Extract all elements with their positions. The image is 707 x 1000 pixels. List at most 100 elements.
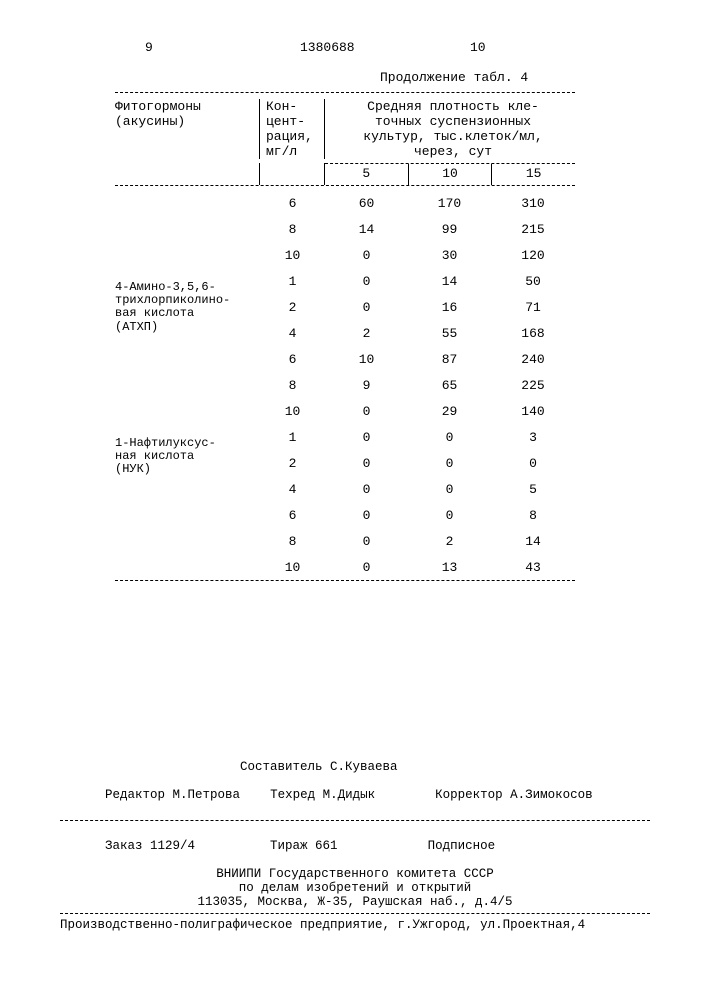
table-row: 10029140 (115, 398, 575, 424)
data-table: Фитогормоны (акусины) Кон- цент- рация, … (115, 92, 575, 581)
cell-d10: 2 (408, 534, 491, 549)
table-row: 660170310 (115, 190, 575, 216)
cell-conc: 2 (260, 300, 325, 315)
table-body: 66017031081499215100301204-Амино-3,5,6- … (115, 190, 575, 580)
cell-d5: 0 (325, 248, 408, 263)
table-row: 1001343 (115, 554, 575, 580)
cell-d15: 168 (491, 326, 575, 341)
cell-d5: 0 (325, 456, 408, 471)
cell-d10: 16 (408, 300, 491, 315)
table-row: 6008 (115, 502, 575, 528)
colophon-affairs: по делам изобретений и открытий (60, 881, 650, 895)
cell-d15: 120 (491, 248, 575, 263)
cell-conc: 6 (260, 508, 325, 523)
col-header-density: Средняя плотность кле- точных суспензион… (325, 99, 575, 159)
col-header-day5: 5 (325, 164, 409, 185)
cell-d10: 30 (408, 248, 491, 263)
colophon-compiler: Составитель С.Куваева (60, 760, 650, 774)
cell-conc: 1 (260, 430, 325, 445)
cell-d5: 0 (325, 274, 408, 289)
table-row: 81499215 (115, 216, 575, 242)
cell-d15: 3 (491, 430, 575, 445)
col-header-hormone: Фитогормоны (акусины) (115, 99, 260, 159)
col-header-conc: Кон- цент- рация, мг/л (260, 99, 325, 159)
cell-conc: 1 (260, 274, 325, 289)
cell-d15: 310 (491, 196, 575, 211)
cell-d5: 60 (325, 196, 408, 211)
cell-conc: 8 (260, 378, 325, 393)
cell-d15: 240 (491, 352, 575, 367)
cell-d10: 14 (408, 274, 491, 289)
page-col-left: 9 (145, 40, 153, 55)
col-header-day15: 15 (492, 164, 575, 185)
colophon-order: Заказ 1129/4 (105, 839, 195, 853)
cell-d10: 170 (408, 196, 491, 211)
colophon-block: Составитель С.Куваева Редактор М.Петрова… (60, 760, 650, 932)
hormone-group-label: 1-Нафтилуксус- ная кислота (НУК) (115, 437, 255, 477)
table-row: 80214 (115, 528, 575, 554)
table-row: 4005 (115, 476, 575, 502)
cell-d5: 0 (325, 404, 408, 419)
cell-d15: 5 (491, 482, 575, 497)
colophon-vniipi: ВНИИПИ Государственного комитета СССР (60, 867, 650, 881)
cell-d5: 14 (325, 222, 408, 237)
col-header-day10: 10 (409, 164, 493, 185)
cell-d10: 29 (408, 404, 491, 419)
cell-conc: 10 (260, 248, 325, 263)
table-subheader-row: 5 10 15 (115, 163, 575, 185)
table-continuation-label: Продолжение табл. 4 (380, 70, 528, 85)
colophon-address: 113035, Москва, Ж-35, Раушская наб., д.4… (60, 895, 650, 909)
colophon-tirazh: Тираж 661 (270, 839, 338, 853)
cell-conc: 8 (260, 534, 325, 549)
table-bottom-rule (115, 580, 575, 581)
cell-conc: 10 (260, 404, 325, 419)
colophon-podpisnoe: Подписное (428, 839, 496, 853)
patent-number: 1380688 (300, 40, 355, 55)
cell-d5: 0 (325, 482, 408, 497)
table-row: 61087240 (115, 346, 575, 372)
cell-d10: 0 (408, 456, 491, 471)
cell-d10: 0 (408, 482, 491, 497)
cell-d5: 0 (325, 300, 408, 315)
colophon-credits-row: Редактор М.Петрова Техред М.Дидык Коррек… (60, 774, 650, 816)
cell-d5: 0 (325, 534, 408, 549)
cell-conc: 6 (260, 196, 325, 211)
cell-d15: 14 (491, 534, 575, 549)
cell-conc: 4 (260, 326, 325, 341)
cell-d5: 0 (325, 508, 408, 523)
cell-d5: 2 (325, 326, 408, 341)
table-row: 10030120 (115, 242, 575, 268)
cell-d10: 99 (408, 222, 491, 237)
colophon-techred: Техред М.Дидык (270, 788, 375, 802)
cell-d5: 9 (325, 378, 408, 393)
cell-d10: 0 (408, 430, 491, 445)
cell-d15: 225 (491, 378, 575, 393)
colophon-rule-1 (60, 820, 650, 821)
colophon-rule-2 (60, 913, 650, 914)
cell-d10: 65 (408, 378, 491, 393)
cell-d15: 0 (491, 456, 575, 471)
colophon-corrector: Корректор А.Зимокосов (435, 788, 593, 802)
table-row: 1-Нафтилуксус- ная кислота (НУК)1003 (115, 424, 575, 450)
table-header-row: Фитогормоны (акусины) Кон- цент- рация, … (115, 93, 575, 163)
hormone-group-label: 4-Амино-3,5,6- трихлорпиколино- вая кисл… (115, 281, 255, 334)
colophon-printer: Производственно-полиграфическое предприя… (60, 918, 650, 932)
colophon-print-row: Заказ 1129/4 Тираж 661 Подписное (60, 825, 650, 867)
cell-conc: 4 (260, 482, 325, 497)
cell-conc: 8 (260, 222, 325, 237)
cell-d5: 10 (325, 352, 408, 367)
cell-d15: 215 (491, 222, 575, 237)
table-row: 8965225 (115, 372, 575, 398)
colophon-editor: Редактор М.Петрова (105, 788, 240, 802)
page-col-right: 10 (470, 40, 486, 55)
cell-d15: 8 (491, 508, 575, 523)
cell-d15: 71 (491, 300, 575, 315)
table-header-rule (115, 185, 575, 186)
cell-conc: 6 (260, 352, 325, 367)
cell-d15: 50 (491, 274, 575, 289)
table-row: 4-Амино-3,5,6- трихлорпиколино- вая кисл… (115, 268, 575, 294)
cell-d10: 55 (408, 326, 491, 341)
cell-d5: 0 (325, 430, 408, 445)
cell-d10: 0 (408, 508, 491, 523)
cell-d15: 140 (491, 404, 575, 419)
